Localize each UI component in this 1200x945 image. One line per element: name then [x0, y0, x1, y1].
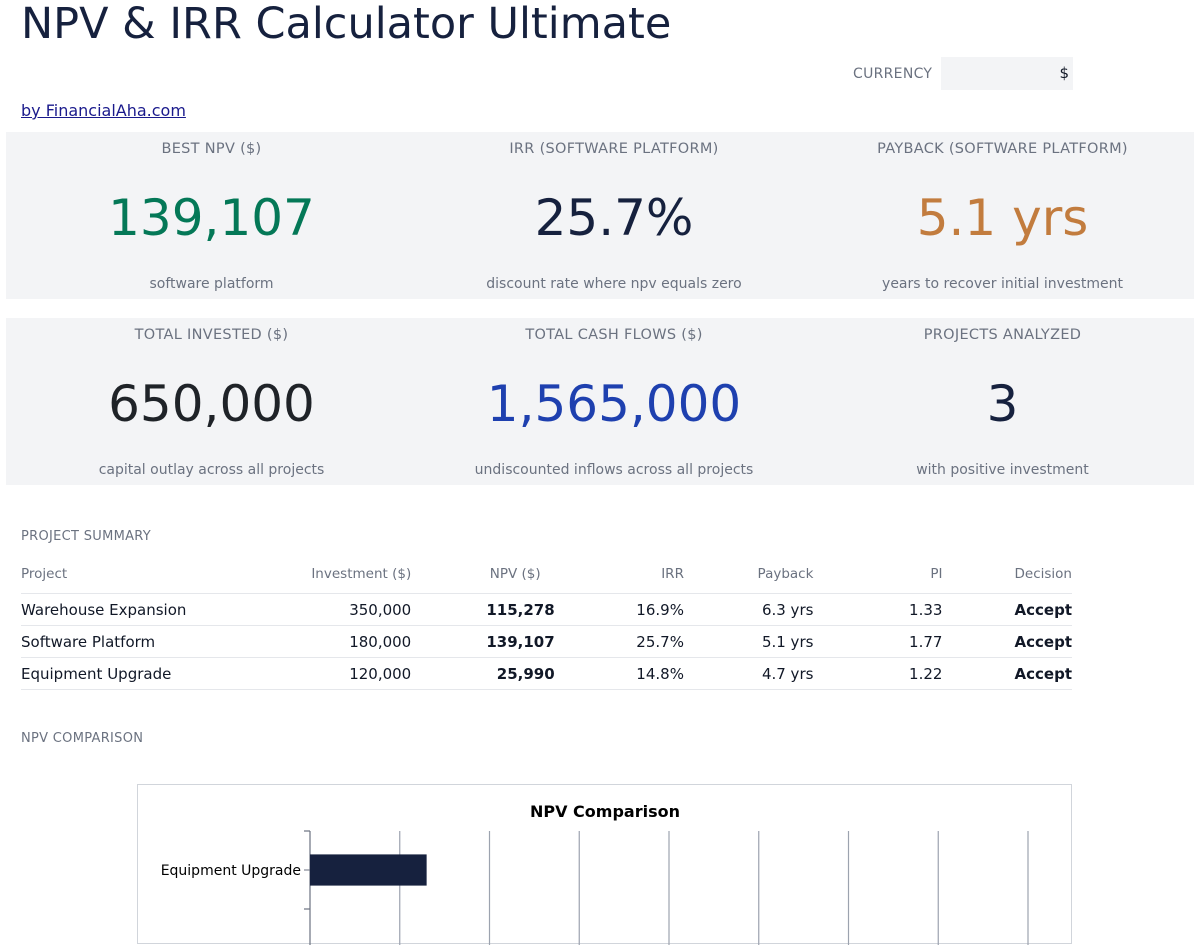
- kpi-total-cash-flows: TOTAL CASH FLOWS ($) 1,565,000 undiscoun…: [417, 318, 811, 485]
- project-name-cell: Software Platform: [21, 625, 283, 658]
- kpi-projects-analyzed: PROJECTS ANALYZED 3 with positive invest…: [811, 318, 1194, 485]
- npv-cell: 139,107: [411, 625, 555, 658]
- kpi-value: 3: [986, 375, 1019, 433]
- kpi-value: 139,107: [108, 189, 315, 247]
- payback-cell: 4.7 yrs: [683, 657, 814, 690]
- payback-cell: 6.3 yrs: [683, 593, 814, 626]
- decision-cell: Accept: [942, 657, 1072, 690]
- kpi-payback: PAYBACK (SOFTWARE PLATFORM) 5.1 yrs year…: [811, 132, 1194, 299]
- npv-cell: 25,990: [411, 657, 555, 690]
- kpi-value: 5.1 yrs: [916, 189, 1089, 247]
- currency-label: CURRENCY: [853, 66, 933, 82]
- column-header: IRR: [554, 557, 684, 594]
- decision-cell: Accept: [942, 625, 1072, 658]
- kpi-best-npv: BEST NPV ($) 139,107 software platform: [6, 132, 417, 299]
- chart-title: NPV Comparison: [530, 802, 680, 821]
- column-header: Investment ($): [282, 557, 412, 594]
- kpi-subtitle: discount rate where npv equals zero: [486, 276, 742, 292]
- kpi-value: 1,565,000: [486, 375, 742, 433]
- pi-cell: 1.33: [813, 593, 943, 626]
- kpi-subtitle: with positive investment: [916, 462, 1089, 478]
- npv-cell: 115,278: [411, 593, 555, 626]
- project-name-cell: Warehouse Expansion: [21, 593, 283, 626]
- kpi-subtitle: years to recover initial investment: [882, 276, 1123, 292]
- npv-comparison-chart: NPV Comparison Equipment Upgrade: [137, 784, 1072, 945]
- npv-chart-svg: NPV Comparison Equipment Upgrade: [161, 802, 1029, 945]
- project-summary-title: PROJECT SUMMARY: [21, 529, 152, 544]
- column-header: Payback: [683, 557, 814, 594]
- investment-cell: 180,000: [282, 625, 412, 658]
- financialaha-link[interactable]: by FinancialAha.com: [21, 101, 186, 120]
- category-label: Equipment Upgrade: [161, 863, 301, 879]
- irr-cell: 14.8%: [554, 657, 684, 690]
- column-header: Decision: [942, 557, 1072, 594]
- kpi-label: IRR (SOFTWARE PLATFORM): [509, 141, 719, 157]
- currency-input[interactable]: [941, 57, 1073, 90]
- column-header: PI: [813, 557, 943, 594]
- irr-cell: 16.9%: [554, 593, 684, 626]
- kpi-label: TOTAL INVESTED ($): [134, 327, 289, 343]
- pi-cell: 1.22: [813, 657, 943, 690]
- kpi-row-bottom: TOTAL INVESTED ($) 650,000 capital outla…: [6, 318, 1194, 485]
- kpi-value: 650,000: [108, 375, 315, 433]
- investment-cell: 350,000: [282, 593, 412, 626]
- table-row: Equipment Upgrade 120,000 25,990 14.8% 4…: [21, 657, 1072, 690]
- decision-cell: Accept: [942, 593, 1072, 626]
- npv-comparison-title: NPV COMPARISON: [21, 731, 144, 746]
- column-header: Project: [21, 557, 283, 594]
- kpi-row-top: BEST NPV ($) 139,107 software platform I…: [6, 132, 1194, 299]
- kpi-subtitle: undiscounted inflows across all projects: [474, 462, 754, 478]
- project-name-cell: Equipment Upgrade: [21, 657, 283, 690]
- table-header-row: Project Investment ($) NPV ($) IRR Payba…: [21, 557, 1072, 594]
- table-row: Software Platform 180,000 139,107 25.7% …: [21, 625, 1072, 658]
- irr-cell: 25.7%: [554, 625, 684, 658]
- kpi-label: PAYBACK (SOFTWARE PLATFORM): [877, 141, 1128, 157]
- kpi-value: 25.7%: [534, 189, 694, 247]
- kpi-label: BEST NPV ($): [161, 141, 262, 157]
- npv-bar: [310, 854, 427, 886]
- kpi-label: TOTAL CASH FLOWS ($): [525, 327, 703, 343]
- investment-cell: 120,000: [282, 657, 412, 690]
- kpi-total-invested: TOTAL INVESTED ($) 650,000 capital outla…: [6, 318, 417, 485]
- payback-cell: 5.1 yrs: [683, 625, 814, 658]
- kpi-label: PROJECTS ANALYZED: [923, 327, 1082, 343]
- table-row: Warehouse Expansion 350,000 115,278 16.9…: [21, 593, 1072, 626]
- project-summary-table: Project Investment ($) NPV ($) IRR Payba…: [21, 557, 1072, 690]
- page-title: NPV & IRR Calculator Ultimate: [21, 0, 672, 49]
- pi-cell: 1.77: [813, 625, 943, 658]
- kpi-subtitle: capital outlay across all projects: [98, 462, 325, 478]
- kpi-irr: IRR (SOFTWARE PLATFORM) 25.7% discount r…: [417, 132, 811, 299]
- kpi-subtitle: software platform: [149, 276, 274, 292]
- column-header: NPV ($): [411, 557, 555, 594]
